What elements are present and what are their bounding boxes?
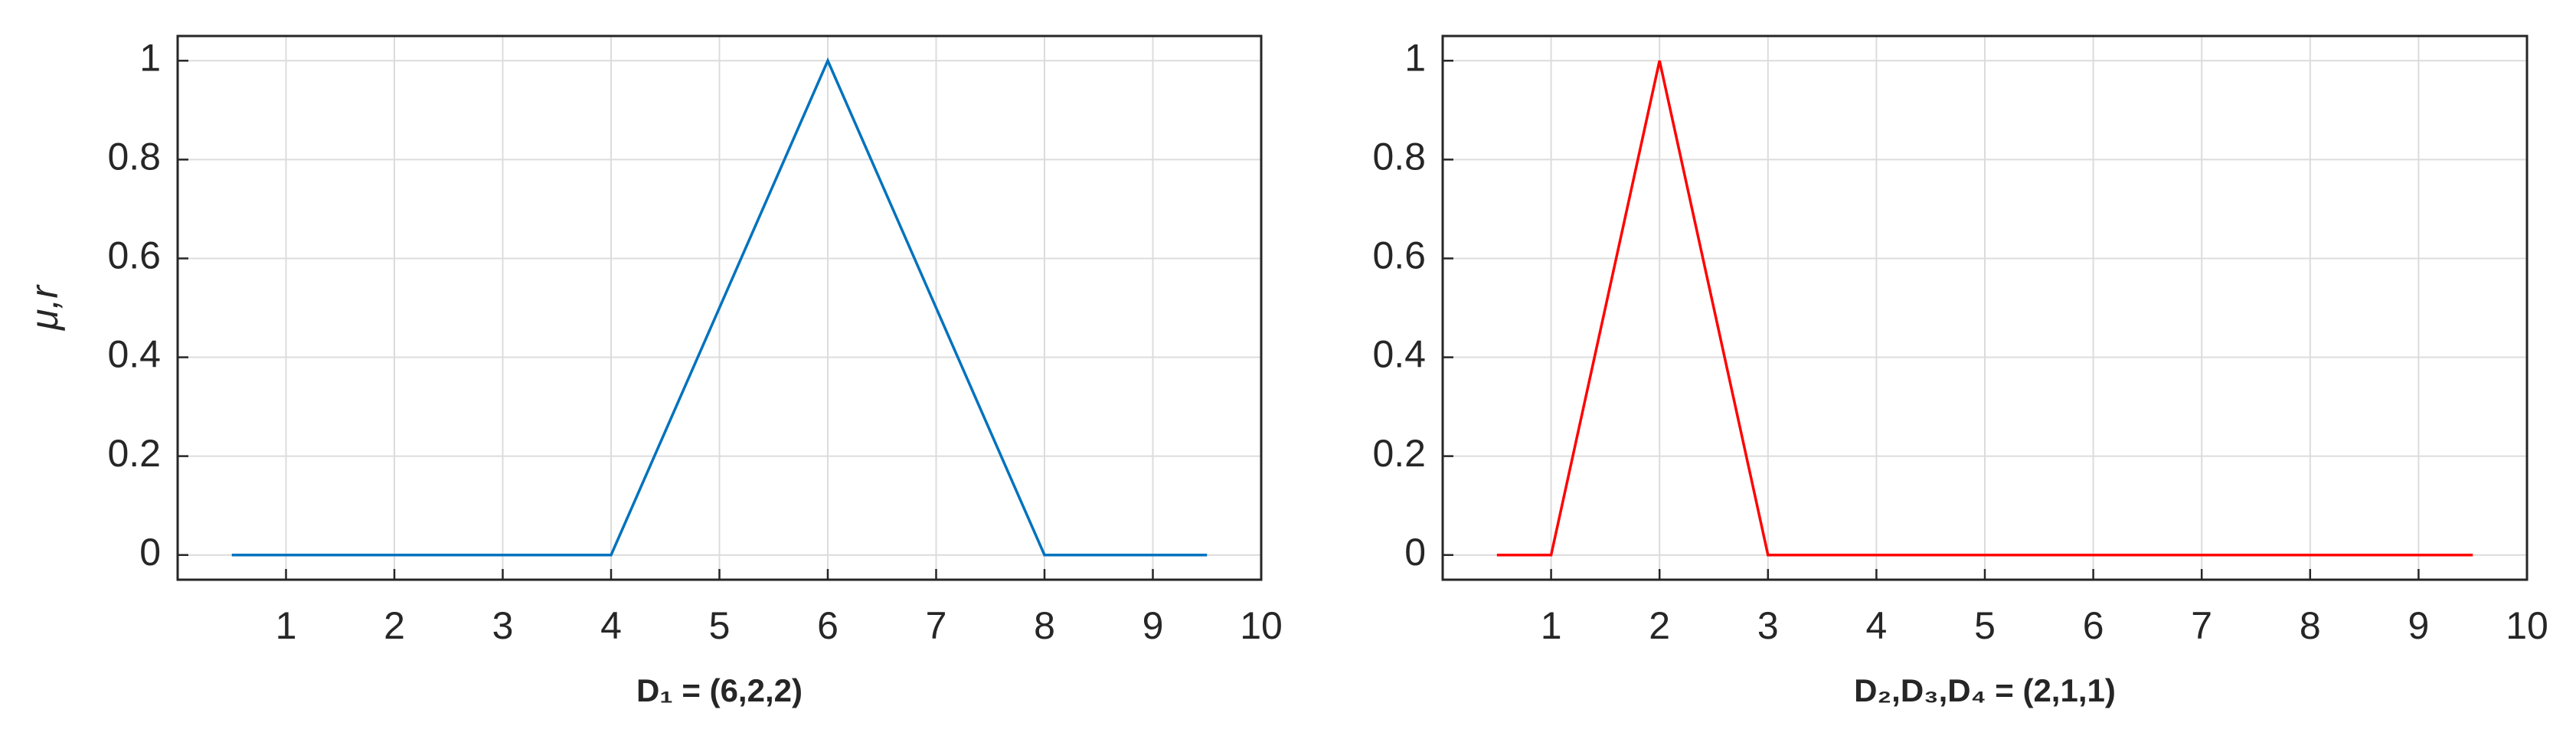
line-series <box>1496 60 2473 557</box>
x-tick-label: 1 <box>276 604 297 647</box>
y-axis-label: μ,r <box>23 284 66 332</box>
x-tick-label: 8 <box>2300 604 2321 647</box>
x-tick-label: 5 <box>1974 604 1996 647</box>
x-tick-label: 8 <box>1034 604 1055 647</box>
x-tick-label: 4 <box>1865 604 1887 647</box>
x-tick-label: 9 <box>1143 604 1164 647</box>
x-tick-label: 10 <box>2506 604 2548 647</box>
x-tick-label: 6 <box>817 604 839 647</box>
x-tick-label: 2 <box>1649 604 1670 647</box>
x-tick-label: 3 <box>492 604 514 647</box>
y-tick-label: 0.8 <box>107 136 161 178</box>
line-series <box>231 57 1208 557</box>
y-tick-label: 0.4 <box>107 333 161 376</box>
y-tick-label: 1 <box>139 36 161 79</box>
x-tick-label: 3 <box>1757 604 1779 647</box>
x-tick-label: 7 <box>926 604 947 647</box>
x-tick-label: 9 <box>2408 604 2429 647</box>
y-tick-label: 0.6 <box>1372 234 1426 277</box>
axes-frame <box>1441 34 2529 581</box>
x-tick-label: 1 <box>1541 604 1562 647</box>
y-tick-label: 1 <box>1404 36 1426 79</box>
y-tick-label: 0.6 <box>107 234 161 277</box>
y-tick-label: 0.4 <box>1372 333 1426 376</box>
y-tick-label: 0.2 <box>1372 432 1426 475</box>
x-tick-label: 6 <box>2083 604 2104 647</box>
x-tick-label: 4 <box>600 604 622 647</box>
y-tick-label: 0 <box>1404 531 1426 574</box>
axes-frame <box>176 34 1263 581</box>
x-tick-label: 2 <box>384 604 405 647</box>
x-tick-label: 7 <box>2191 604 2212 647</box>
x-tick-label: 5 <box>709 604 731 647</box>
y-tick-label: 0.2 <box>107 432 161 475</box>
y-tick-label: 0.8 <box>1372 136 1426 178</box>
x-tick-label: 10 <box>1240 604 1283 647</box>
x-axis-label: D₂,D₃,D₄ = (2,1,1) <box>1854 672 2116 708</box>
y-tick-label: 0 <box>139 531 161 574</box>
x-axis-label: D₁ = (6,2,2) <box>636 672 803 708</box>
